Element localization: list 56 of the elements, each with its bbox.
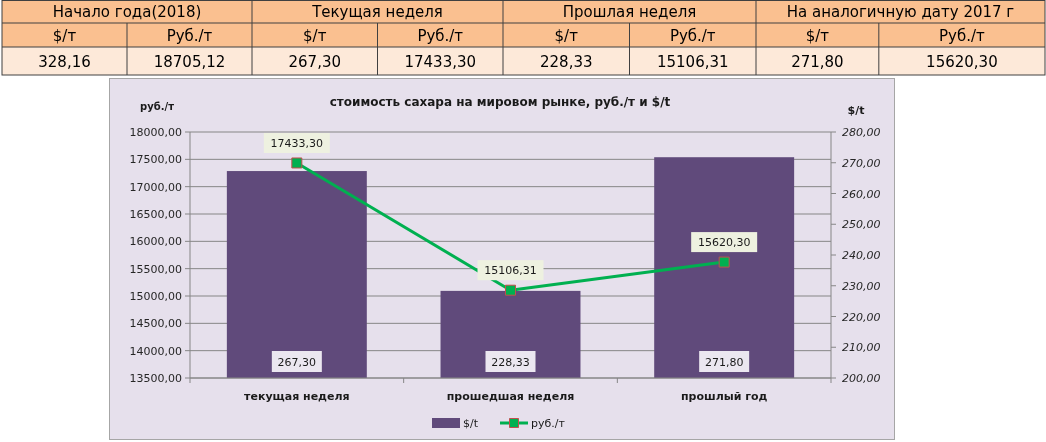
text: Руб./т xyxy=(669,27,716,45)
y2-tick-label: 270,00 xyxy=(842,156,881,170)
x-tick-label: прошедшая неделя xyxy=(446,390,575,403)
data-label: 17433,30 xyxy=(404,53,477,71)
point xyxy=(505,284,516,296)
chart-title: стоимость сахара на мировом рынке, руб./т и $/t xyxy=(329,95,671,109)
category-label: Текущая неделя xyxy=(311,3,443,21)
y-tick-label: 16000,00 xyxy=(129,235,182,249)
y-tick-label: 17500,00 xyxy=(129,153,182,167)
y2-tick-label: 240,00 xyxy=(842,249,881,262)
y2-tick-label: 200,00 xyxy=(842,372,881,385)
text: Руб./т xyxy=(417,27,464,45)
data-label: 15620,30 xyxy=(926,53,998,71)
y2-tick-label: 230,00 xyxy=(842,279,881,293)
legend-label: $/t xyxy=(463,417,479,430)
data-label: 267,30 xyxy=(288,53,341,71)
x-tick-label: текущая неделя xyxy=(244,390,350,403)
data-label: 271,80 xyxy=(704,356,744,369)
y-tick-label: 13500,00 xyxy=(129,372,182,385)
x-tick-label: прошлый год xyxy=(680,390,768,403)
y2-axis-title: $/t xyxy=(847,104,865,117)
legend-label: руб./т xyxy=(531,417,566,430)
text: $/т xyxy=(303,27,327,45)
point xyxy=(291,157,303,169)
data-label: 228,33 xyxy=(491,356,530,369)
data-label: 17433,30 xyxy=(270,136,324,150)
data-label: 15620,30 xyxy=(697,236,751,250)
data-label: 271,80 xyxy=(791,53,844,71)
point xyxy=(718,256,730,268)
data-label: 15106,31 xyxy=(656,53,729,71)
data-label: 228,33 xyxy=(540,53,593,71)
text: $/т xyxy=(554,27,578,45)
category-label: На аналогичную дату 2017 г xyxy=(786,3,1015,21)
y2-tick-label: 260,00 xyxy=(842,187,881,201)
data-label: 18705,12 xyxy=(153,53,226,71)
text: Руб./т xyxy=(166,27,213,45)
y-tick-label: 17000,00 xyxy=(129,180,182,194)
y-axis-title: руб./т xyxy=(140,101,175,112)
y-tick-label: 15500,00 xyxy=(129,262,182,276)
y2-tick-label: 280,00 xyxy=(842,126,881,139)
data-label: 15106,31 xyxy=(484,264,537,278)
data-label: 267,30 xyxy=(277,356,317,369)
data-label: 328,16 xyxy=(38,53,91,71)
y-tick-label: 14000,00 xyxy=(129,344,182,358)
y2-tick-label: 250,00 xyxy=(842,218,881,232)
category-label: Прошлая неделя xyxy=(562,3,697,21)
text: Руб./т xyxy=(939,27,985,45)
y-tick-label: 18000,00 xyxy=(129,126,182,139)
y2-tick-label: 210,00 xyxy=(842,341,881,355)
y2-tick-label: 220,00 xyxy=(842,310,881,324)
y-tick-label: 16500,00 xyxy=(129,208,182,221)
category-label: Начало года(2018) xyxy=(52,3,202,21)
y-tick-label: 15000,00 xyxy=(129,290,182,303)
y-tick-label: 14500,00 xyxy=(129,317,182,331)
text: $/т xyxy=(805,27,830,45)
series-label: $/т xyxy=(52,27,77,45)
